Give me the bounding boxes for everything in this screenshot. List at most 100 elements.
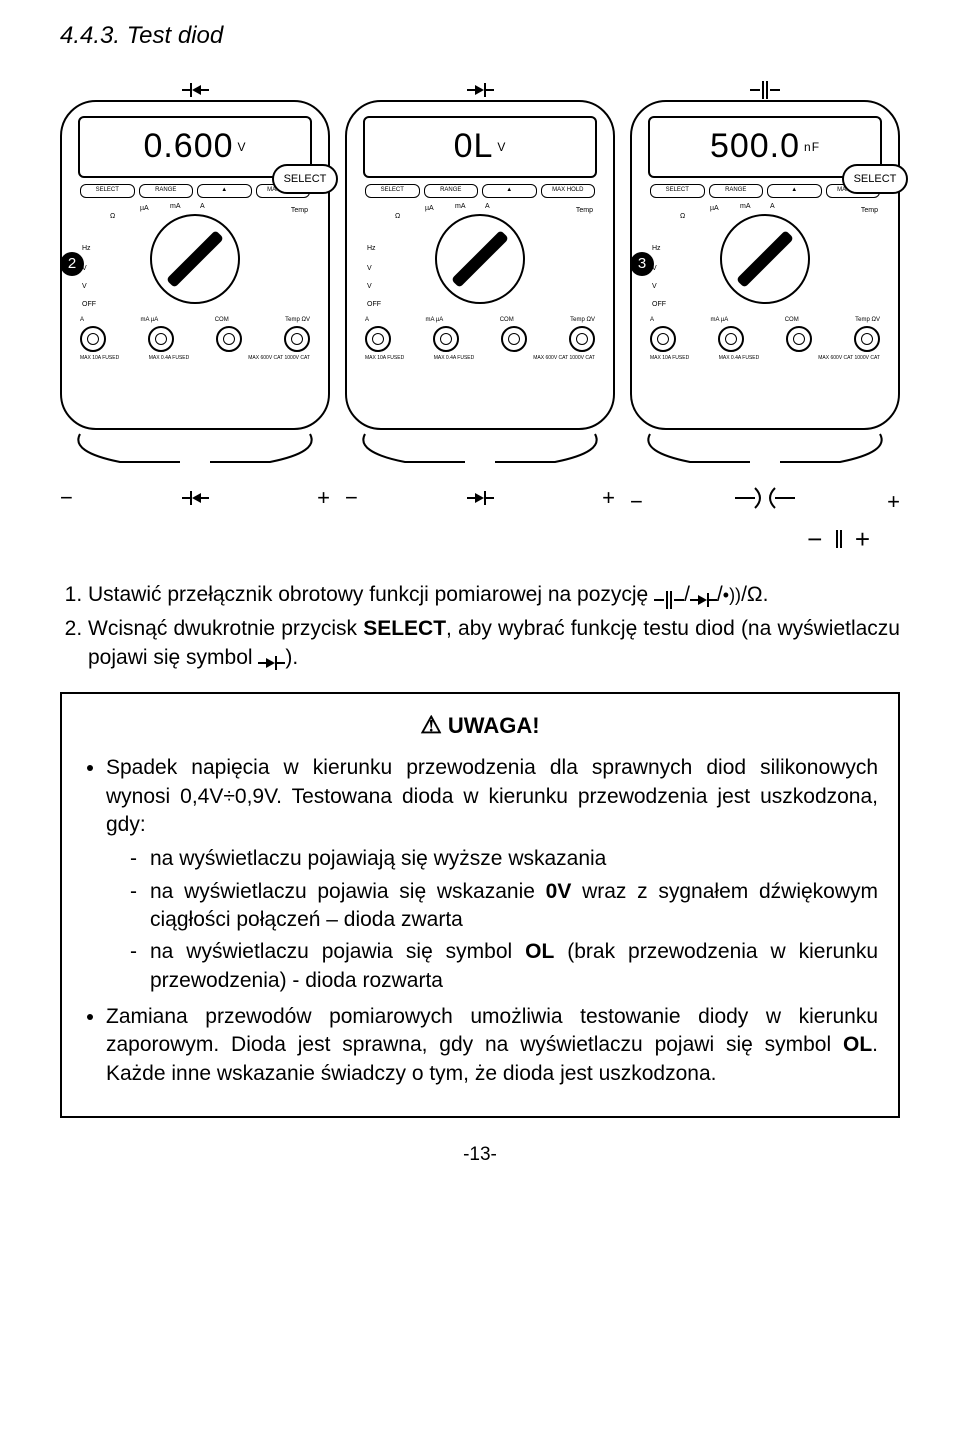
- lcd-2: 0L V: [363, 116, 597, 178]
- fuse-1-3: MAX 10A FUSED: [650, 356, 689, 362]
- diagram-row: 2 SELECT 0.600 V SELECT RANGE ▲ MAX HOLD…: [60, 64, 900, 557]
- minus-1: −: [60, 483, 73, 513]
- warning-dashes: na wyświetlaczu pojawiają się wyższe wsk…: [106, 845, 878, 995]
- dial-vac: V: [82, 282, 87, 291]
- btn-range-1: RANGE: [139, 184, 194, 198]
- dial-1: [150, 214, 240, 304]
- dial-ohm-3: Ω: [680, 212, 685, 221]
- center-sym-3: [730, 483, 800, 522]
- jl-a: A: [80, 316, 84, 324]
- section-number: 4.4.3.: [60, 22, 120, 49]
- dial-ua-2: µA: [425, 204, 434, 213]
- jl-temp-3: Temp ΩV: [855, 316, 880, 324]
- dial-ma: mA: [170, 202, 181, 211]
- sound-icon-inline: •)): [723, 585, 741, 605]
- dial-off-3: OFF: [652, 300, 666, 309]
- warning-bullet-1: Spadek napięcia w kierunku przewodzenia …: [106, 754, 878, 995]
- bottom-row-2: − +: [345, 483, 615, 513]
- btn-hold-2: MAX HOLD: [541, 184, 596, 198]
- select-bubble-3: SELECT: [842, 164, 908, 194]
- fuse-1: MAX 10A FUSED: [80, 356, 119, 362]
- dial-hz: Hz: [82, 244, 91, 253]
- probe-wire-2: [345, 432, 615, 468]
- jack-ma-1: [148, 326, 174, 352]
- dial-temp-3: Temp: [861, 206, 878, 215]
- dial-wrap-1: Hz V V OFF Temp µA mA A Ω: [80, 204, 310, 314]
- warning-title: UWAGA!: [82, 710, 878, 742]
- dash-2: na wyświetlaczu pojawia się wskazanie 0V…: [130, 878, 878, 935]
- dial-vdc-2: V: [367, 264, 372, 273]
- d3-pre: na wyświetlaczu pojawia się symbol: [150, 940, 525, 963]
- dial-ua-3: µA: [710, 204, 719, 213]
- meter-unit-1: 2 SELECT 0.600 V SELECT RANGE ▲ MAX HOLD…: [60, 64, 330, 557]
- instruction-2: Wcisnąć dwukrotnie przycisk SELECT, aby …: [88, 615, 900, 672]
- meter-body-2: 0L V SELECT RANGE ▲ MAX HOLD Hz V V OFF …: [345, 100, 615, 430]
- dial-hz-3: Hz: [652, 244, 661, 253]
- dial-wrap-2: Hz V V OFF Temp µA mA A Ω: [365, 204, 595, 314]
- jack-com-2: [501, 326, 527, 352]
- extra-cap-row: − +: [630, 522, 900, 557]
- instr2-bold: SELECT: [363, 617, 446, 640]
- dial-vac-2: V: [367, 282, 372, 291]
- section-name: Test diod: [127, 22, 224, 49]
- dial-a-2: A: [485, 202, 490, 211]
- jacks-1: [80, 326, 310, 352]
- dial-off: OFF: [82, 300, 96, 309]
- warning-box: UWAGA! Spadek napięcia w kierunku przewo…: [60, 692, 900, 1118]
- jack-a-3: [650, 326, 676, 352]
- plus-1: +: [317, 483, 330, 513]
- dial-ohm: Ω: [110, 212, 115, 221]
- fuse-2-2: MAX 0.4A FUSED: [434, 356, 475, 362]
- jacks-3: [650, 326, 880, 352]
- fuse-2: MAX 0.4A FUSED: [149, 356, 190, 362]
- jl-com: COM: [215, 316, 229, 324]
- jack-com-3: [786, 326, 812, 352]
- dial-2: [435, 214, 525, 304]
- page-number: -13-: [60, 1142, 900, 1168]
- btn-up-2: ▲: [482, 184, 537, 198]
- jl-ma-3: mA µA: [710, 316, 728, 324]
- jack-a-1: [80, 326, 106, 352]
- jacks-2: [365, 326, 595, 352]
- bottom-row-1: − +: [60, 483, 330, 513]
- jack-ma-3: [718, 326, 744, 352]
- btn-select-3: SELECT: [650, 184, 705, 198]
- top-symbol-2: [345, 64, 615, 100]
- wb1-text: Spadek napięcia w kierunku przewodzenia …: [106, 756, 878, 836]
- plus-2: +: [602, 483, 615, 513]
- jl-temp: Temp ΩV: [285, 316, 310, 324]
- jack-v-3: [854, 326, 880, 352]
- dial-temp-2: Temp: [576, 206, 593, 215]
- wb2-bold: OL: [843, 1033, 872, 1056]
- lcd-value-2: 0L: [454, 124, 494, 170]
- center-sym-2: [467, 491, 494, 505]
- jack-a-2: [365, 326, 391, 352]
- fuse-4-2: MAX 600V CAT 1000V CAT: [533, 356, 595, 362]
- probe-wire-3: [630, 432, 900, 468]
- btn-up-3: ▲: [767, 184, 822, 198]
- fuse-row-3: MAX 10A FUSED MAX 0.4A FUSED MAX 600V CA…: [650, 356, 880, 362]
- top-symbol-1: [60, 64, 330, 100]
- plus-3: +: [887, 487, 900, 517]
- jack-v-2: [569, 326, 595, 352]
- fuse-4-3: MAX 600V CAT 1000V CAT: [818, 356, 880, 362]
- dial-wrap-3: Hz V V OFF Temp µA mA A Ω: [650, 204, 880, 314]
- dash-1: na wyświetlaczu pojawiają się wyższe wsk…: [130, 845, 878, 873]
- dial-ma-2: mA: [455, 202, 466, 211]
- cap-icon-inline: [654, 591, 684, 609]
- lcd-value-3: 500.0: [710, 124, 800, 170]
- instr2-pre: Wcisnąć dwukrotnie przycisk: [88, 617, 363, 640]
- meter-body-1: 2 SELECT 0.600 V SELECT RANGE ▲ MAX HOLD…: [60, 100, 330, 430]
- lcd-unit-2: V: [497, 139, 506, 155]
- dial-a-3: A: [770, 202, 775, 211]
- probe-wire-1: [60, 432, 330, 468]
- instr2-post: ).: [285, 646, 298, 669]
- dial-ohm-2: Ω: [395, 212, 400, 221]
- wb2-pre: Zamiana przewodów pomiarowych umożliwia …: [106, 1005, 878, 1056]
- btn-select-2: SELECT: [365, 184, 420, 198]
- d3-bold: OL: [525, 940, 554, 963]
- jack-labels-2: A mA µA COM Temp ΩV: [365, 316, 595, 324]
- btn-up-1: ▲: [197, 184, 252, 198]
- diode-icon-inline: [690, 593, 717, 607]
- dial-a: A: [200, 202, 205, 211]
